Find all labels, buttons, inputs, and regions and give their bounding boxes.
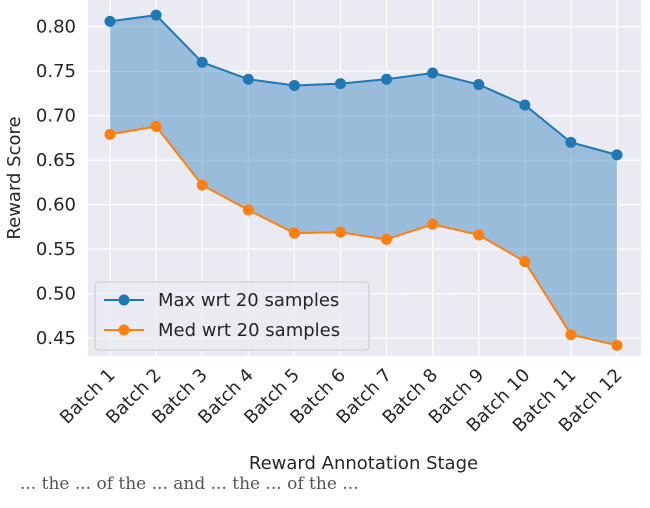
max-point xyxy=(565,136,577,148)
series-line-med xyxy=(109,125,618,347)
legend: Max wrt 20 samples Med wrt 20 samples xyxy=(94,281,370,351)
max-point xyxy=(196,56,208,68)
max-point xyxy=(242,73,254,85)
y-tick-label: 0.70 xyxy=(36,106,76,127)
med-point xyxy=(242,204,254,216)
med-point xyxy=(334,226,346,238)
med-point xyxy=(288,227,300,239)
caption-fragment: ... the ... of the ... and ... the ... o… xyxy=(20,474,359,494)
y-tick-label: 0.45 xyxy=(36,328,76,349)
med-point xyxy=(104,128,116,140)
max-point xyxy=(150,9,162,21)
max-point xyxy=(519,99,531,111)
med-point xyxy=(381,233,393,245)
y-tick-label: 0.65 xyxy=(36,150,76,171)
med-point xyxy=(473,229,485,241)
y-axis-label: Reward Score xyxy=(4,116,25,239)
y-tick-label: 0.75 xyxy=(36,61,76,82)
legend-med-marker xyxy=(118,324,130,336)
med-point xyxy=(196,179,208,191)
series-line-max xyxy=(109,14,618,156)
y-tick-labels: 0.45 0.50 0.55 0.60 0.65 0.70 0.75 0.80 xyxy=(36,17,76,350)
med-point xyxy=(427,218,439,230)
y-tick-label: 0.60 xyxy=(36,195,76,216)
y-tick-label: 0.55 xyxy=(36,239,76,260)
y-tick-label: 0.50 xyxy=(36,284,76,305)
med-point xyxy=(611,339,623,351)
legend-box xyxy=(94,281,370,351)
med-point xyxy=(565,329,577,341)
y-tick-label: 0.80 xyxy=(36,17,76,38)
max-point xyxy=(334,78,346,90)
legend-max-marker xyxy=(118,294,130,306)
max-point xyxy=(381,73,393,85)
med-point xyxy=(150,120,162,132)
max-point xyxy=(427,67,439,79)
max-point xyxy=(473,79,485,91)
x-axis-label: Reward Annotation Stage xyxy=(249,453,478,474)
series-layer xyxy=(104,9,623,351)
legend-med-label: Med wrt 20 samples xyxy=(158,320,340,341)
legend-max-label: Max wrt 20 samples xyxy=(158,290,339,311)
max-point xyxy=(611,149,623,161)
med-point xyxy=(519,256,531,268)
max-point xyxy=(104,15,116,27)
fill-between-area xyxy=(110,15,617,346)
max-point xyxy=(288,79,300,91)
